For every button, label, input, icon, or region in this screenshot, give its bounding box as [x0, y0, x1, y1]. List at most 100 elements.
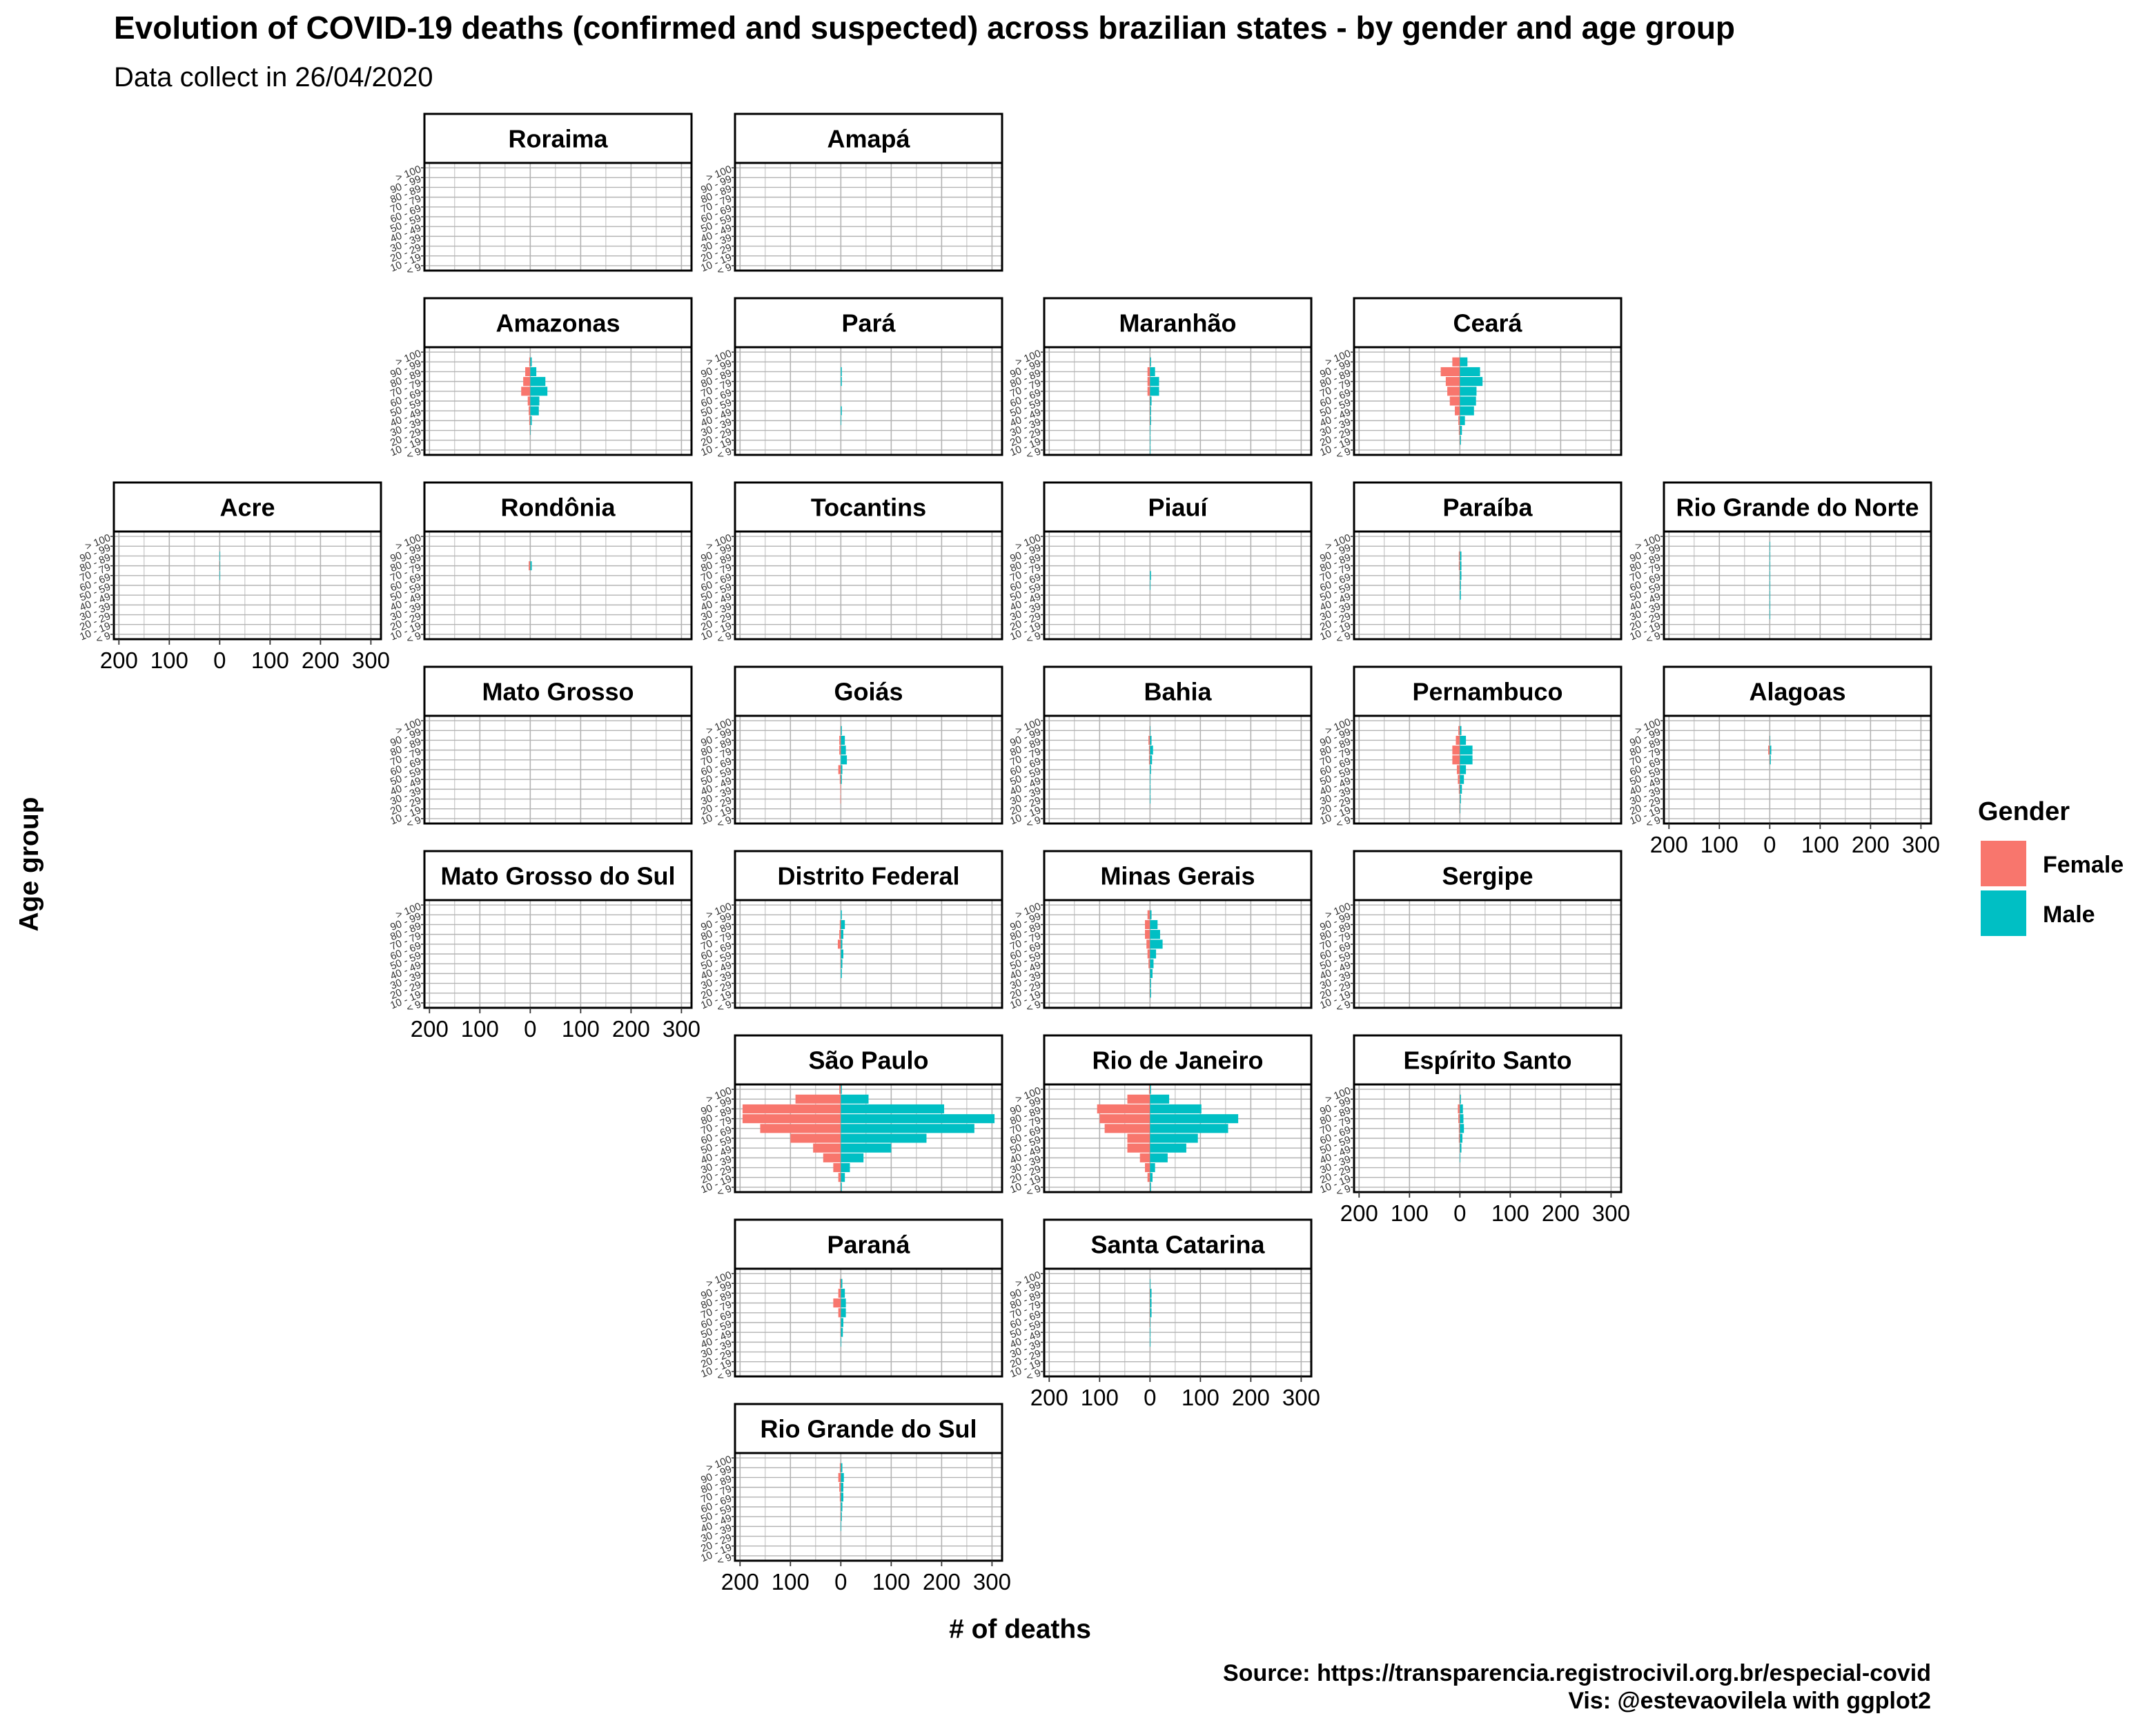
- legend-label-female: Female: [2043, 852, 2124, 878]
- bar-male: [1460, 416, 1465, 425]
- bar-female: [1445, 377, 1460, 387]
- bar-male: [841, 745, 846, 755]
- bar-female: [1456, 765, 1460, 774]
- bar-male: [1150, 367, 1155, 376]
- facet-strip: [423, 481, 693, 533]
- legend-label-male: Male: [2043, 902, 2095, 928]
- x-tick-label: 200: [100, 647, 138, 673]
- bar-male: [530, 387, 548, 396]
- bar-male: [530, 561, 532, 571]
- bar-male: [1460, 1143, 1462, 1153]
- bar-male: [1150, 745, 1153, 755]
- y-tick-label: < 9: [716, 630, 734, 646]
- bar-male: [841, 919, 845, 929]
- bar-female: [1145, 930, 1150, 939]
- bar-male: [530, 367, 537, 376]
- bar-female: [1456, 735, 1460, 745]
- facet-strip-label: Pará: [841, 309, 896, 338]
- bar-male: [841, 1173, 845, 1182]
- bar-male: [1150, 1143, 1186, 1153]
- bar-male: [841, 1492, 843, 1502]
- y-tick-label: < 9: [716, 261, 734, 277]
- bar-male: [1150, 959, 1154, 968]
- x-tick-label: 0: [1763, 832, 1776, 857]
- caption-vis: Vis: @estevaovilela with ggplot2: [1568, 1688, 1931, 1714]
- bar-female: [839, 1492, 841, 1502]
- x-tick-label: 0: [213, 647, 226, 673]
- bar-male: [841, 735, 845, 745]
- bar-female: [1458, 1104, 1460, 1113]
- y-tick-label: < 9: [405, 445, 423, 462]
- bar-female: [529, 357, 531, 367]
- bar-female: [742, 1104, 841, 1113]
- y-tick-label: < 9: [95, 630, 112, 646]
- bar-female: [1147, 387, 1150, 396]
- bar-male: [1460, 745, 1473, 755]
- y-tick-label: < 9: [1025, 445, 1043, 462]
- bar-female: [1127, 1094, 1150, 1104]
- bar-female: [823, 1153, 841, 1162]
- facet-strip: [1663, 665, 1932, 717]
- bar-female: [742, 1114, 841, 1124]
- bar-male: [219, 551, 221, 561]
- bar-male: [841, 1288, 845, 1298]
- bar-female: [839, 919, 841, 929]
- y-tick-label: < 9: [1645, 630, 1663, 646]
- facet-strip-label: Distrito Federal: [777, 862, 959, 890]
- x-tick-label: 100: [150, 647, 188, 673]
- facet-strip: [734, 665, 1003, 717]
- caption-source: Source: https://transparencia.registroci…: [1223, 1660, 1931, 1686]
- bar-male: [841, 1124, 974, 1133]
- bar-male: [530, 426, 531, 436]
- bar-female: [1147, 377, 1150, 387]
- facet-strip: [1353, 665, 1623, 717]
- bar-male: [1460, 561, 1462, 571]
- bar-male: [1150, 735, 1152, 745]
- facet-strip-label: São Paulo: [808, 1046, 928, 1075]
- x-tick-label: 300: [1282, 1385, 1320, 1410]
- bar-female: [838, 765, 841, 774]
- bar-female: [838, 1472, 841, 1482]
- y-tick-label: < 9: [716, 1367, 734, 1383]
- bar-male: [530, 357, 532, 367]
- bar-male: [841, 1153, 864, 1162]
- bar-female: [760, 1124, 841, 1133]
- facet-strip: [1043, 297, 1313, 349]
- bar-female: [1148, 735, 1150, 745]
- bar-male: [841, 1133, 927, 1143]
- x-tick-label: 0: [1144, 1385, 1156, 1410]
- bar-male: [1150, 1308, 1152, 1318]
- y-tick-label: < 9: [716, 998, 734, 1015]
- facet-strip: [423, 665, 693, 717]
- legend-key-female: [1981, 841, 2026, 886]
- bar-male: [841, 1114, 995, 1124]
- facet-strip: [1663, 481, 1932, 533]
- facet-strip: [734, 1403, 1003, 1454]
- bar-male: [1150, 396, 1152, 406]
- bar-male: [1460, 765, 1467, 774]
- facet-strip-label: Roraima: [508, 125, 608, 153]
- bar-male: [219, 571, 221, 581]
- facet-strip: [423, 113, 693, 164]
- x-tick-label: 200: [302, 647, 340, 673]
- bar-female: [838, 1308, 841, 1318]
- x-tick-label: 100: [251, 647, 289, 673]
- bar-female: [1099, 1114, 1150, 1124]
- chart-subtitle: Data collect in 26/04/2020: [114, 62, 433, 92]
- facet-strip: [1043, 1034, 1313, 1086]
- bar-female: [839, 1084, 841, 1094]
- bar-male: [1150, 387, 1159, 396]
- bar-female: [1127, 1133, 1150, 1143]
- bar-female: [219, 561, 220, 571]
- facet-strip-label: Espírito Santo: [1403, 1046, 1571, 1075]
- bar-female: [1148, 755, 1150, 765]
- x-axis-label: # of deaths: [949, 1615, 1091, 1644]
- facet-strip-label: Rio Grande do Sul: [760, 1415, 977, 1443]
- x-tick-label: 300: [352, 647, 390, 673]
